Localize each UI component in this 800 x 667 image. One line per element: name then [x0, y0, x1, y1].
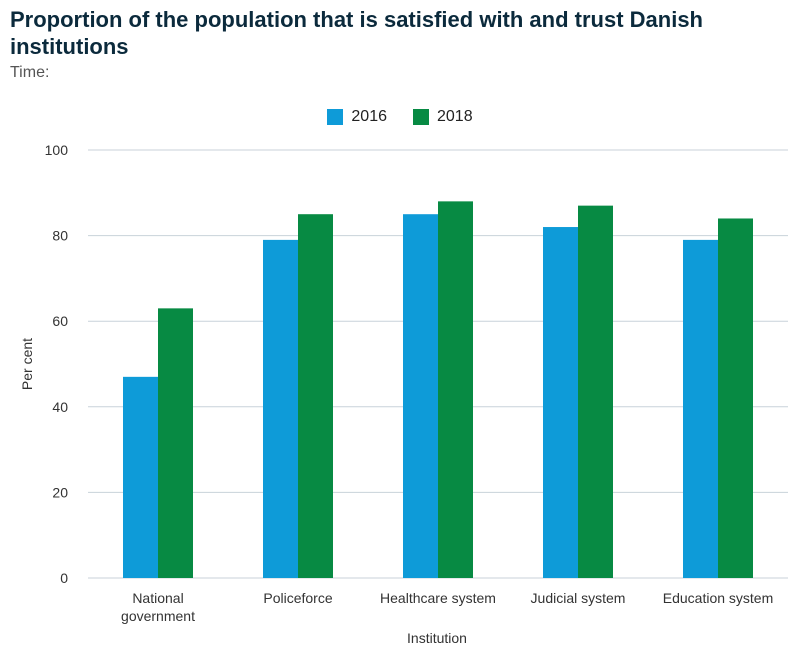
bar-2016-judicial-system[interactable] [543, 227, 578, 579]
bar-2016-national-government[interactable] [123, 376, 158, 578]
bar-2016-healthcare-system[interactable] [403, 214, 438, 578]
bar-2018-education-system[interactable] [718, 218, 753, 579]
x-tick-label: Education system [663, 590, 774, 606]
x-tick-label: Judicial system [531, 590, 626, 606]
bar-2016-policeforce[interactable] [263, 239, 298, 578]
bar-2018-national-government[interactable] [158, 308, 193, 578]
legend-label-2018: 2018 [437, 108, 473, 125]
legend: 2016 2018 [0, 108, 800, 126]
y-tick-label: 80 [52, 228, 68, 244]
x-tick-label: Policeforce [263, 590, 332, 606]
x-tick-label: National government [121, 590, 195, 624]
bar-2018-policeforce[interactable] [298, 214, 333, 578]
y-tick-label: 60 [52, 313, 68, 329]
bar-layer [123, 201, 753, 579]
y-axis-title: Per cent [19, 338, 35, 390]
label-layer: 0 20 40 60 80 100 National government Policeforc… [45, 142, 774, 624]
bar-2016-education-system[interactable] [683, 239, 718, 578]
y-tick-label: 100 [45, 142, 69, 158]
legend-item-2018[interactable]: 2018 [413, 108, 473, 126]
y-tick-label: 40 [52, 399, 68, 415]
chart-subtitle: Time: [10, 64, 50, 81]
y-tick-label: 0 [60, 570, 68, 586]
x-tick-label: Healthcare system [380, 590, 496, 606]
x-axis-title: Institution [407, 630, 467, 646]
legend-swatch-2016 [327, 109, 344, 125]
y-tick-label: 20 [52, 484, 68, 500]
legend-swatch-2018 [413, 109, 429, 125]
legend-item-2016[interactable]: 2016 [327, 108, 387, 126]
bar-2018-judicial-system[interactable] [578, 205, 613, 578]
chart-title: Proportion of the population that is sat… [10, 7, 703, 59]
legend-label-2016: 2016 [351, 108, 387, 125]
bar-2018-healthcare-system[interactable] [438, 201, 473, 579]
